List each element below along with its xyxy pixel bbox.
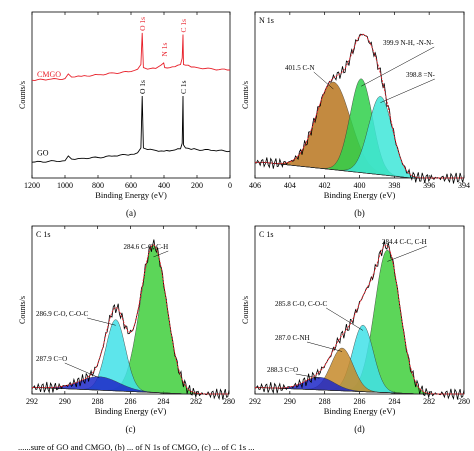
panel-c: 292 290 288 286 284 282 280 Binding Energy (eV)… [18,225,235,434]
figure-caption: ......sure of GO and CMGO, (b) ... of N … [18,442,255,451]
x-tick-label: 286 [354,397,366,406]
component-label: 285.8 C-O, C-O-C [275,300,327,308]
raw-spectrum [254,240,465,400]
label-leader [87,317,116,326]
x-axis-label: Binding Energy (eV) [95,406,167,416]
x-tick-label: 0 [228,181,232,190]
component-label: 288.3 C=O [267,366,298,374]
x-tick-label: 398 [388,181,400,190]
x-tick-label: 280 [458,397,470,406]
y-axis-label: Counts/s [18,296,27,324]
peak-annotation: C 1s [179,19,188,33]
label-leader [361,46,435,87]
y-axis-label: Counts/s [241,296,250,324]
panel-caption: (a) [126,208,136,218]
component-label: 287.0 C-NH [275,334,310,342]
component-label: 399.9 N-H, -N-N- [383,39,434,47]
x-tick-label: 406 [249,181,261,190]
x-axis-label: Binding Energy (eV) [324,406,396,416]
component-label: 401.5 C-N [285,64,315,72]
x-tick-label: 286 [125,397,137,406]
x-tick-label: 200 [191,181,203,190]
component-label: 286.9 C-O, C-O-C [36,310,88,318]
component-label: 398.8 =N- [406,71,436,79]
x-tick-label: 284 [157,397,169,406]
x-tick-label: 282 [190,397,202,406]
component-label: 284.6 C-C, C-H [123,243,168,251]
x-tick-label: 280 [223,397,235,406]
panel-b: 406 404 402 400 398 396 394 Binding Energy (eV)… [241,11,470,218]
x-axis-label: Binding Energy (eV) [324,190,396,200]
panel-caption: (b) [354,208,365,218]
label-leader [295,373,320,379]
x-tick-label: 282 [423,397,435,406]
peak-annotation: N 1s [160,43,169,57]
label-leader [153,250,169,258]
x-tick-label: 404 [284,181,296,190]
panel-title: C 1s [259,230,273,239]
label-leader [380,78,435,103]
x-tick-label: 290 [284,397,296,406]
y-axis-label: Counts/s [241,81,250,109]
x-tick-label: 292 [249,397,261,406]
x-tick-label: 292 [26,397,38,406]
panel-caption: (d) [354,424,365,434]
label-leader [64,362,100,379]
series-cmgo [31,32,230,82]
legend-label: CMGO [37,70,61,79]
label-leader [326,307,364,331]
panel-d: 292 290 288 286 284 282 280 Binding Energy (eV)… [241,225,470,434]
x-tick-label: 400 [354,181,366,190]
x-tick-label: 1200 [24,181,40,190]
x-tick-label: 394 [458,181,470,190]
component-label: 284.4 C-C, C-H [382,238,427,246]
x-tick-label: 284 [388,397,400,406]
x-tick-label: 1000 [57,181,73,190]
y-axis-label: Counts/s [18,81,27,109]
x-tick-label: 288 [319,397,331,406]
panel-title: N 1s [259,16,274,25]
x-tick-label: 600 [125,181,137,190]
plot-frame [31,11,231,179]
panel-caption: (c) [126,424,136,434]
x-axis-label: Binding Energy (eV) [95,190,167,200]
label-leader [306,341,343,352]
x-tick-label: 800 [92,181,104,190]
peak-annotation: C 1s [179,80,188,94]
component-label: 287.9 C=O [36,355,67,363]
x-tick-label: 290 [59,397,71,406]
x-tick-label: 402 [319,181,331,190]
x-tick-label: 288 [92,397,104,406]
legend-label: GO [37,148,49,157]
fit-envelope [255,33,464,179]
x-tick-label: 400 [158,181,170,190]
label-leader [387,245,427,262]
peak-annotation: O 1s [138,17,147,31]
panel-title: C 1s [36,230,50,239]
series-go [31,95,231,163]
panel-a: 1200 1000 800 600 400 200 0 Binding Energy (eV)… [18,11,232,218]
fit-envelope [32,244,229,395]
x-tick-label: 396 [423,181,435,190]
raw-spectrum [254,33,465,184]
fit-envelope [255,244,464,395]
peak-annotation: O 1s [138,80,147,94]
label-leader [313,71,334,90]
